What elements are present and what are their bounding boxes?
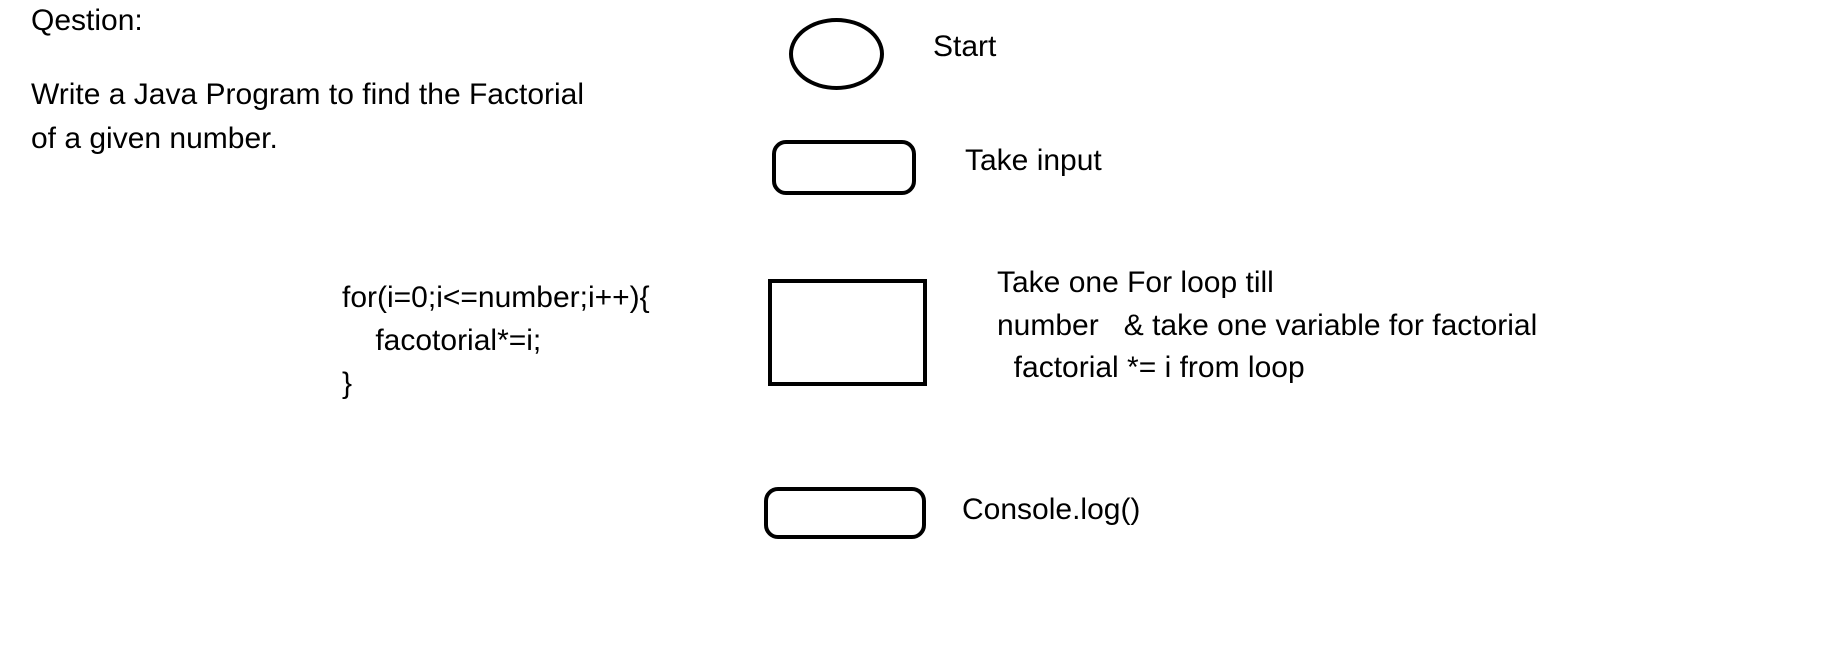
start-oval-shape: [789, 18, 884, 90]
start-label: Start: [933, 30, 997, 63]
code-snippet: for(i=0;i<=number;i++){ facotorial*=i; }: [342, 276, 650, 405]
output-rounded-rect-shape: [764, 487, 926, 539]
process-text-line-3: factorial *= i from loop: [997, 351, 1305, 384]
process-text-line-1: Take one For loop till: [997, 266, 1274, 299]
question-label: Qestion:: [31, 4, 143, 37]
question-text-line-1: Write a Java Program to find the Factori…: [31, 78, 585, 111]
input-rounded-rect-shape: [772, 140, 916, 195]
input-label: Take input: [965, 144, 1102, 177]
process-text-line-2: number & take one variable for factorial: [997, 309, 1538, 342]
code-line-3: }: [342, 367, 353, 400]
code-line-2: facotorial*=i;: [342, 324, 542, 357]
process-rect-shape: [768, 279, 927, 386]
question-text-line-2: of a given number.: [31, 122, 278, 155]
output-label: Console.log(): [962, 493, 1141, 526]
code-line-1: for(i=0;i<=number;i++){: [342, 281, 650, 314]
